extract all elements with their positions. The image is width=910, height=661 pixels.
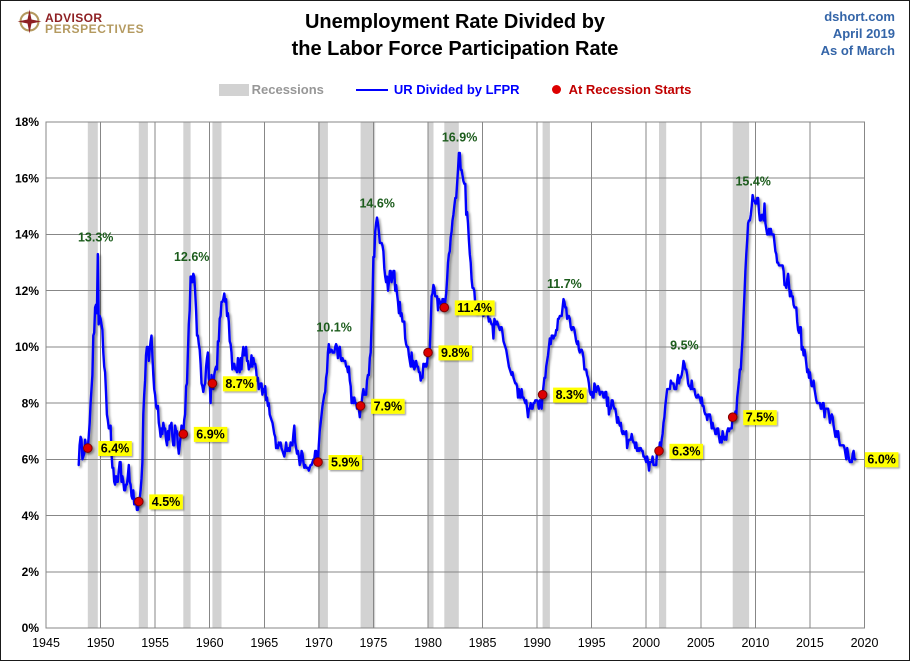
svg-text:6%: 6% <box>22 453 40 467</box>
svg-text:8.7%: 8.7% <box>225 377 254 391</box>
svg-text:1950: 1950 <box>87 636 115 650</box>
series-line-swatch <box>355 88 388 91</box>
ur-lfpr-line <box>77 151 857 512</box>
svg-text:6.9%: 6.9% <box>196 427 225 441</box>
svg-text:2015: 2015 <box>796 636 824 650</box>
chart-title: Unemployment Rate Divided by the Labor F… <box>1 9 909 63</box>
svg-text:10.1%: 10.1% <box>316 320 351 334</box>
svg-text:5.9%: 5.9% <box>331 456 360 470</box>
svg-text:0%: 0% <box>22 621 40 635</box>
svg-text:12%: 12% <box>15 284 39 298</box>
recession-start-dot-swatch <box>551 85 561 94</box>
svg-text:6.0%: 6.0% <box>867 453 896 467</box>
svg-text:1955: 1955 <box>141 636 169 650</box>
source-site: dshort.com <box>824 9 895 24</box>
svg-text:1985: 1985 <box>469 636 497 650</box>
svg-text:2005: 2005 <box>687 636 715 650</box>
svg-text:8%: 8% <box>22 396 40 410</box>
legend-recession-starts-label: At Recession Starts <box>568 82 692 97</box>
svg-text:6.4%: 6.4% <box>101 442 130 456</box>
logo-perspectives-text: PERSPECTIVES <box>45 22 145 36</box>
svg-text:11.4%: 11.4% <box>457 301 492 315</box>
svg-text:1965: 1965 <box>250 636 278 650</box>
svg-text:1970: 1970 <box>305 636 333 650</box>
legend-item-recession-starts: At Recession Starts <box>551 82 692 97</box>
svg-text:9.8%: 9.8% <box>441 346 470 360</box>
legend-item-series: UR Divided by LFPR <box>355 82 520 97</box>
source-attribution: dshort.com April 2019 As of March <box>821 8 895 59</box>
svg-text:16%: 16% <box>15 171 39 185</box>
svg-text:11.7%: 11.7% <box>547 277 582 291</box>
svg-text:1980: 1980 <box>414 636 442 650</box>
source-asof: As of March <box>820 43 895 58</box>
svg-text:6.3%: 6.3% <box>672 444 701 458</box>
svg-text:2000: 2000 <box>632 636 660 650</box>
x-axis-tick-labels: 1945 1950 1955 1960 1965 1970 1975 1980 1985 1990… <box>32 636 878 650</box>
svg-text:10%: 10% <box>15 340 39 354</box>
svg-text:14%: 14% <box>15 228 39 242</box>
svg-text:13.3%: 13.3% <box>78 231 113 245</box>
svg-text:16.9%: 16.9% <box>442 131 477 145</box>
svg-text:1975: 1975 <box>359 636 387 650</box>
svg-text:14.6%: 14.6% <box>359 197 394 211</box>
advisor-perspectives-logo: ADVISOR PERSPECTIVES <box>17 9 144 39</box>
svg-text:4.5%: 4.5% <box>152 495 181 509</box>
peak-value-labels: 13.3% 12.6% 10.1% 14.6% 16.9% 11.7% 9.5% 15.4% <box>78 131 771 353</box>
logo-advisor-text: ADVISOR <box>45 11 103 25</box>
svg-text:1960: 1960 <box>196 636 224 650</box>
recession-start-value-labels: 6.4% 4.5% 6.9% 8.7% 5.9% 7.9% 9.8% 11.4% 8.3% 6.3… <box>98 300 899 510</box>
chart-title-line1: Unemployment Rate Divided by <box>304 11 606 33</box>
chart-legend: Recessions UR Divided by LFPR At Recessi… <box>1 82 909 97</box>
y-axis-tick-labels: 0% 2% 4% 6% 8% 10% 12% 14% 16% 18% <box>15 115 39 635</box>
svg-text:2020: 2020 <box>851 636 879 650</box>
svg-text:1990: 1990 <box>523 636 551 650</box>
svg-text:4%: 4% <box>22 509 40 523</box>
svg-text:8.3%: 8.3% <box>556 388 585 402</box>
svg-text:12.6%: 12.6% <box>174 250 209 264</box>
svg-text:1945: 1945 <box>32 636 60 650</box>
svg-text:2%: 2% <box>22 565 40 579</box>
svg-text:9.5%: 9.5% <box>670 339 699 353</box>
svg-text:1995: 1995 <box>578 636 606 650</box>
chart-title-line2: the Labor Force Participation Rate <box>291 38 619 60</box>
compass-star-icon <box>17 9 42 39</box>
source-date: April 2019 <box>832 26 895 41</box>
legend-item-recessions: Recessions <box>218 82 324 97</box>
svg-text:18%: 18% <box>15 115 39 129</box>
svg-text:2010: 2010 <box>741 636 769 650</box>
recession-start-dots <box>83 302 738 507</box>
legend-series-label: UR Divided by LFPR <box>393 82 520 97</box>
svg-text:7.9%: 7.9% <box>374 399 403 413</box>
svg-text:7.5%: 7.5% <box>746 411 775 425</box>
svg-text:15.4%: 15.4% <box>735 174 770 188</box>
legend-recessions-label: Recessions <box>251 82 324 97</box>
recession-band-swatch <box>218 83 249 96</box>
